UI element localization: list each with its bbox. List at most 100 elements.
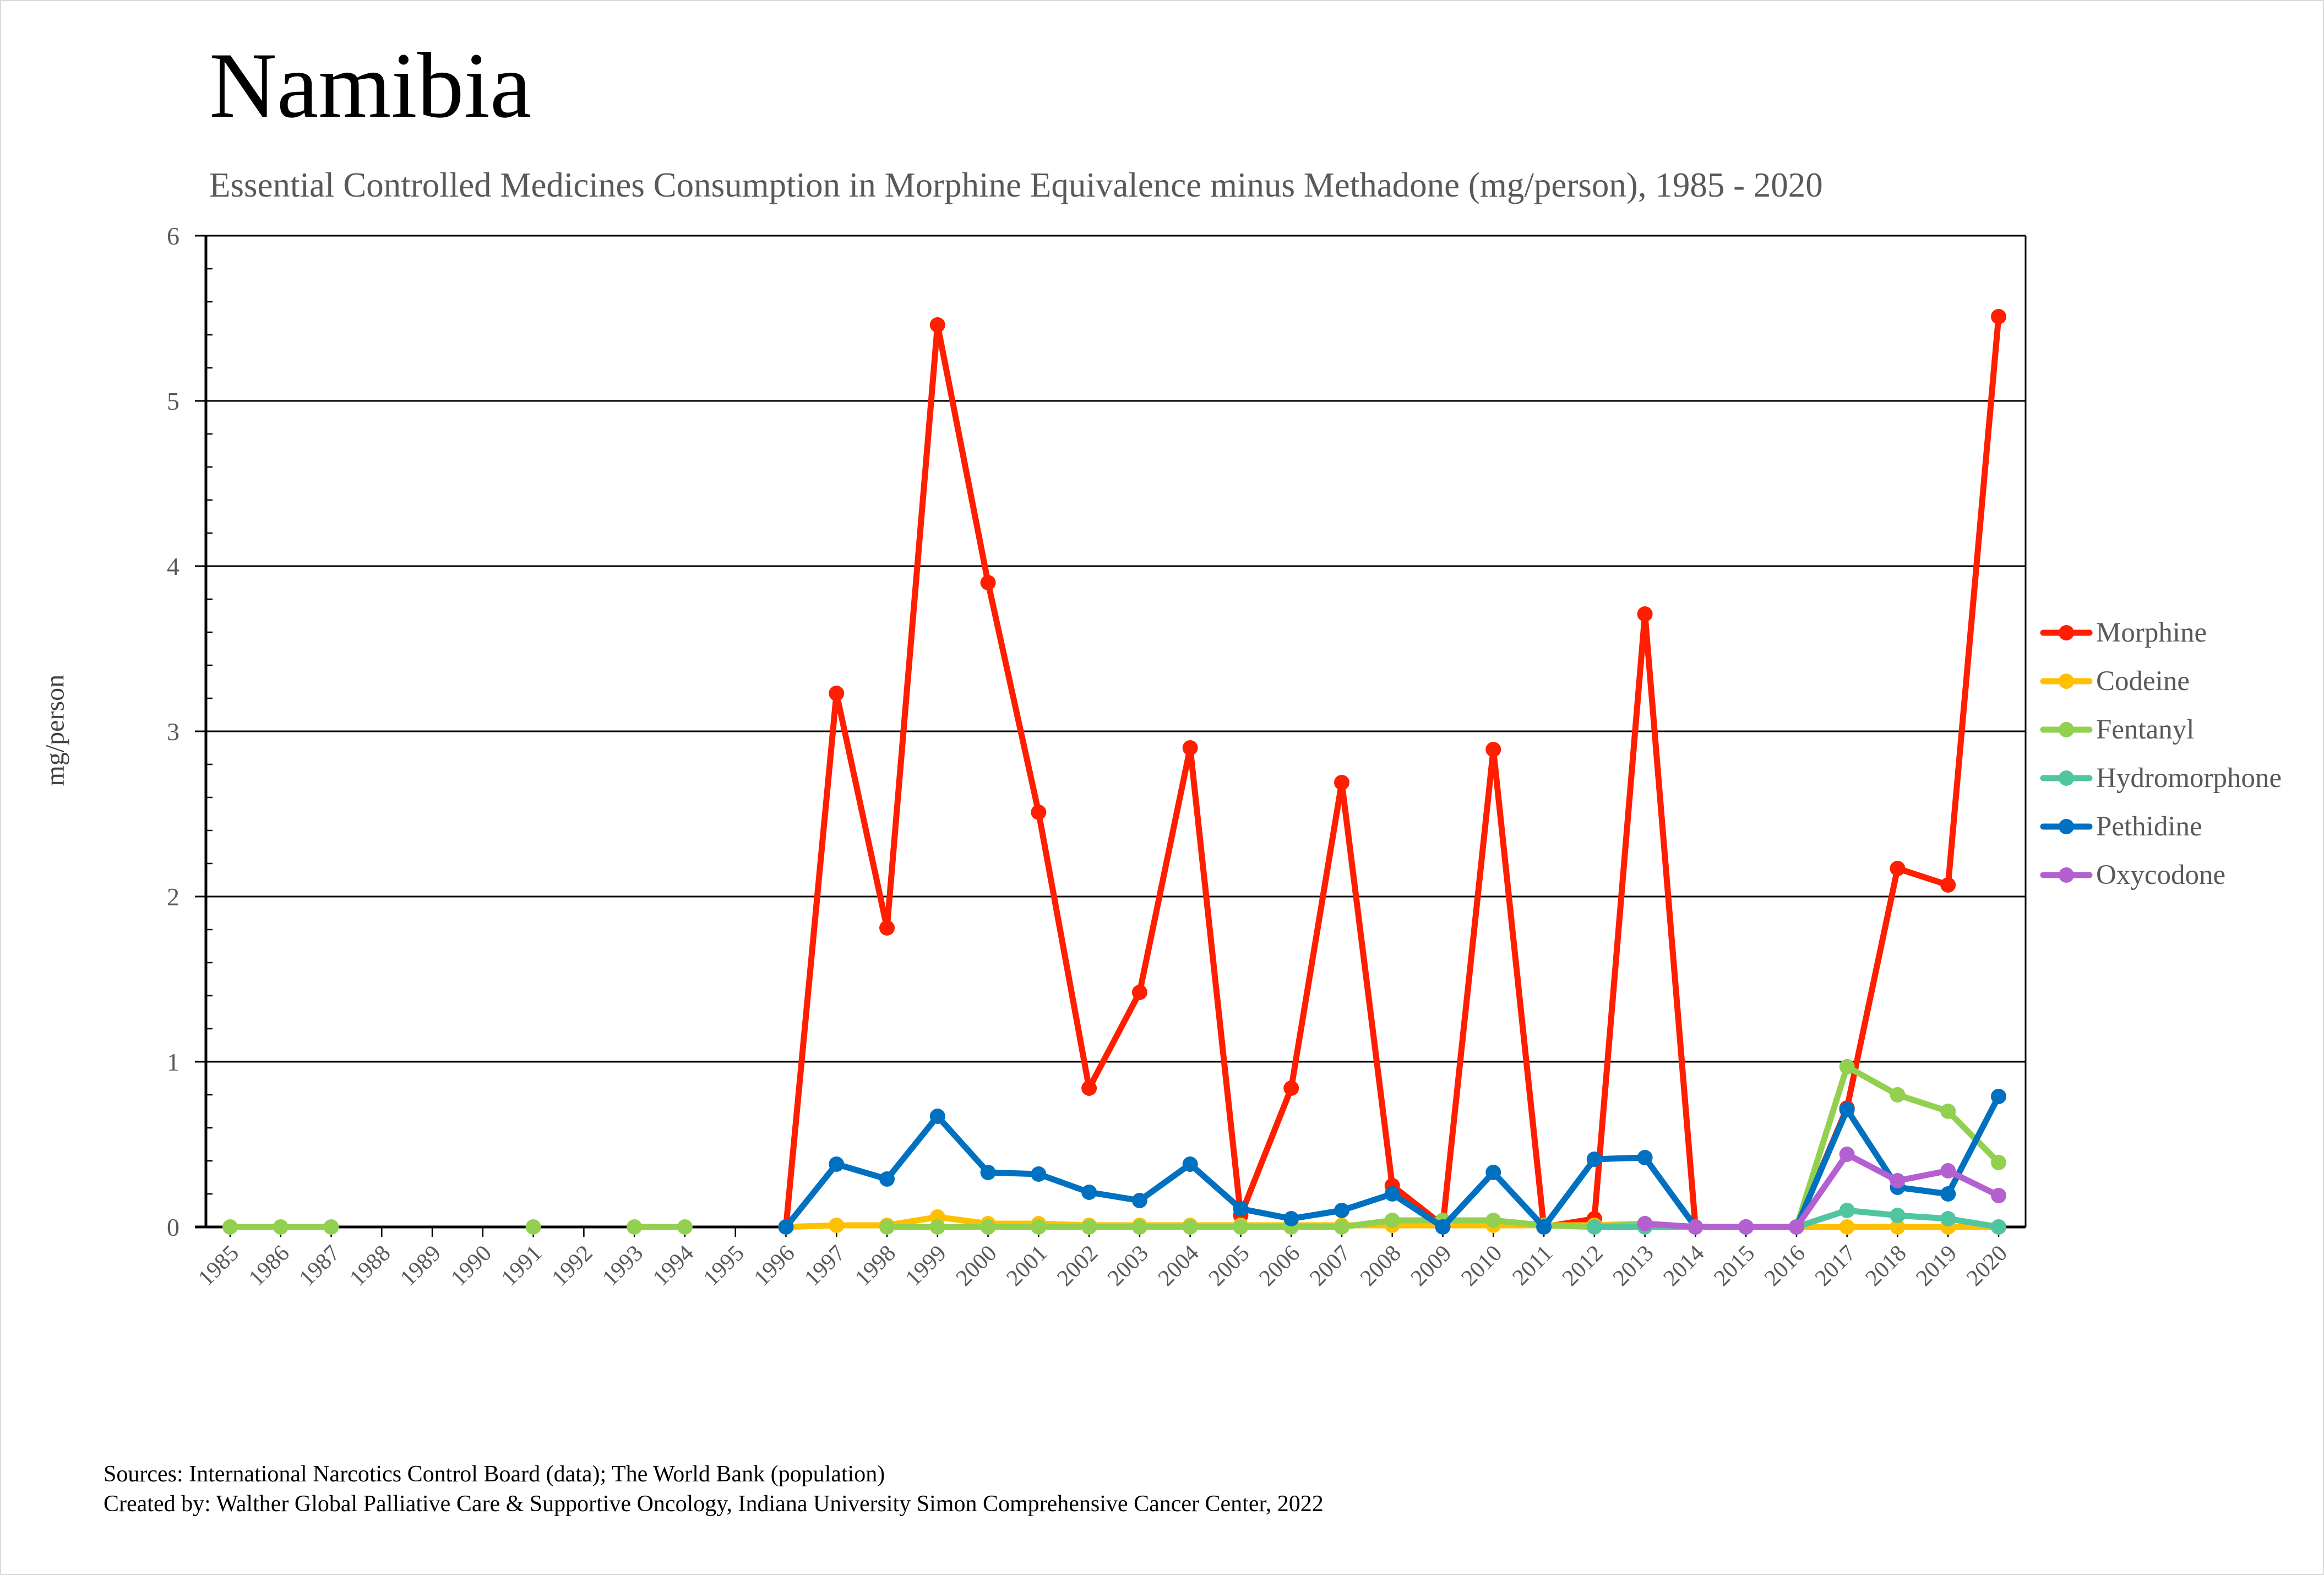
data-point-oxycodone (1991, 1188, 2006, 1203)
legend-item-codeine: Codeine (2040, 657, 2282, 705)
x-tick-label: 2019 (1911, 1241, 1962, 1291)
data-point-pethidine (1283, 1211, 1299, 1226)
x-tick-label: 2020 (1962, 1241, 2012, 1291)
data-point-morphine (929, 317, 945, 333)
legend-marker-icon (2040, 674, 2093, 689)
y-tick-labels: 0 1 2 3 4 5 6 (167, 222, 179, 1241)
y-tick-label: 4 (167, 552, 179, 580)
chart-subtitle: Essential Controlled Medicines Consumpti… (209, 166, 1823, 204)
data-point-fentanyl (1031, 1219, 1047, 1235)
y-tick-label: 1 (167, 1048, 179, 1076)
legend-marker-icon (2040, 867, 2093, 883)
data-point-fentanyl (1182, 1219, 1198, 1235)
x-tick-label: 1987 (295, 1241, 345, 1291)
x-tick-label: 1997 (799, 1241, 850, 1291)
data-point-fentanyl (1991, 1155, 2006, 1170)
legend-label: Fentanyl (2096, 714, 2195, 745)
x-tick-label: 1999 (901, 1241, 951, 1291)
data-point-codeine (829, 1218, 845, 1233)
data-point-oxycodone (1637, 1216, 1653, 1231)
x-tick-label: 1991 (497, 1241, 547, 1291)
data-point-fentanyl (929, 1219, 945, 1235)
gridlines (195, 235, 2026, 1063)
data-point-pethidine (1233, 1201, 1249, 1216)
data-point-fentanyl (1334, 1219, 1349, 1235)
x-tick-label: 1998 (850, 1241, 901, 1291)
data-point-pethidine (1536, 1219, 1552, 1235)
data-point-pethidine (1384, 1186, 1400, 1202)
legend-item-pethidine: Pethidine (2040, 802, 2282, 851)
data-point-morphine (1485, 742, 1501, 757)
x-tick-label: 2018 (1861, 1241, 1912, 1291)
x-tick-label: 2000 (951, 1241, 1002, 1291)
data-point-morphine (1991, 309, 2006, 324)
data-point-pethidine (1081, 1185, 1097, 1200)
legend-label: Codeine (2096, 666, 2190, 697)
data-point-hydromorphone (1940, 1211, 1956, 1226)
legend: Morphine Codeine Fentanyl Hydromorphone Peth… (2040, 609, 2282, 899)
x-tick-label: 2006 (1254, 1241, 1305, 1291)
x-tick-label: 1988 (345, 1241, 395, 1291)
data-point-fentanyl (980, 1219, 996, 1235)
y-tick-label: 5 (167, 387, 179, 415)
x-tick-label: 2001 (1002, 1241, 1052, 1291)
data-point-fentanyl (1839, 1059, 1855, 1074)
axes (195, 236, 2027, 1237)
data-point-fentanyl (273, 1219, 289, 1235)
data-point-fentanyl (222, 1219, 238, 1235)
x-tick-label: 2016 (1760, 1241, 1810, 1291)
data-point-pethidine (1182, 1156, 1198, 1172)
data-point-fentanyl (525, 1219, 541, 1235)
data-point-morphine (1182, 740, 1198, 756)
data-point-morphine (829, 686, 845, 701)
x-tick-label: 2007 (1305, 1241, 1356, 1291)
x-tick-label: 1990 (446, 1241, 497, 1291)
data-point-pethidine (1637, 1150, 1653, 1165)
x-tick-label: 2012 (1558, 1241, 1608, 1291)
data-point-morphine (980, 575, 996, 590)
x-tick-label: 2015 (1709, 1241, 1760, 1291)
legend-label: Pethidine (2096, 811, 2202, 842)
x-tick-label: 1996 (749, 1241, 800, 1291)
series-line-morphine (782, 313, 2002, 1230)
data-point-morphine (1940, 877, 1956, 893)
data-point-pethidine (929, 1109, 945, 1124)
data-point-pethidine (778, 1219, 794, 1235)
data-point-morphine (1334, 775, 1349, 790)
data-point-morphine (1283, 1080, 1299, 1096)
data-point-morphine (1081, 1080, 1097, 1096)
data-point-fentanyl (1081, 1219, 1097, 1235)
data-point-fentanyl (879, 1219, 895, 1235)
data-point-morphine (1031, 805, 1047, 820)
y-tick-label: 2 (167, 883, 179, 911)
data-point-fentanyl (1485, 1213, 1501, 1228)
data-point-oxycodone (1738, 1219, 1754, 1235)
x-tick-label: 1992 (547, 1241, 598, 1291)
legend-label: Morphine (2096, 617, 2207, 648)
data-point-pethidine (829, 1156, 845, 1172)
x-tick-label: 2002 (1052, 1241, 1103, 1291)
series-fentanyl (222, 1059, 2006, 1235)
x-tick-label: 2009 (1406, 1241, 1457, 1291)
legend-label: Oxycodone (2096, 860, 2226, 890)
data-point-pethidine (980, 1165, 996, 1180)
data-point-pethidine (1031, 1166, 1047, 1182)
data-point-hydromorphone (1586, 1219, 1602, 1235)
data-point-pethidine (1485, 1165, 1501, 1180)
footer: Sources: International Narcotics Control… (104, 1459, 1324, 1519)
series-oxycodone (1637, 1147, 2006, 1235)
series-line-oxycodone (1642, 1151, 2002, 1230)
data-point-fentanyl (1233, 1219, 1249, 1235)
y-tick-label: 3 (167, 718, 179, 746)
legend-marker-icon (2040, 625, 2093, 640)
data-point-fentanyl (1384, 1213, 1400, 1228)
data-point-oxycodone (1839, 1147, 1855, 1162)
x-tick-labels: 1985 1986 1987 1988 1989 1990 1991 1992 1993 1994… (193, 1241, 2012, 1291)
chart-title: Namibia (209, 34, 532, 137)
data-point-codeine (1839, 1219, 1855, 1235)
data-point-oxycodone (1788, 1219, 1804, 1235)
data-point-fentanyl (627, 1219, 643, 1235)
x-tick-label: 2010 (1456, 1241, 1507, 1291)
